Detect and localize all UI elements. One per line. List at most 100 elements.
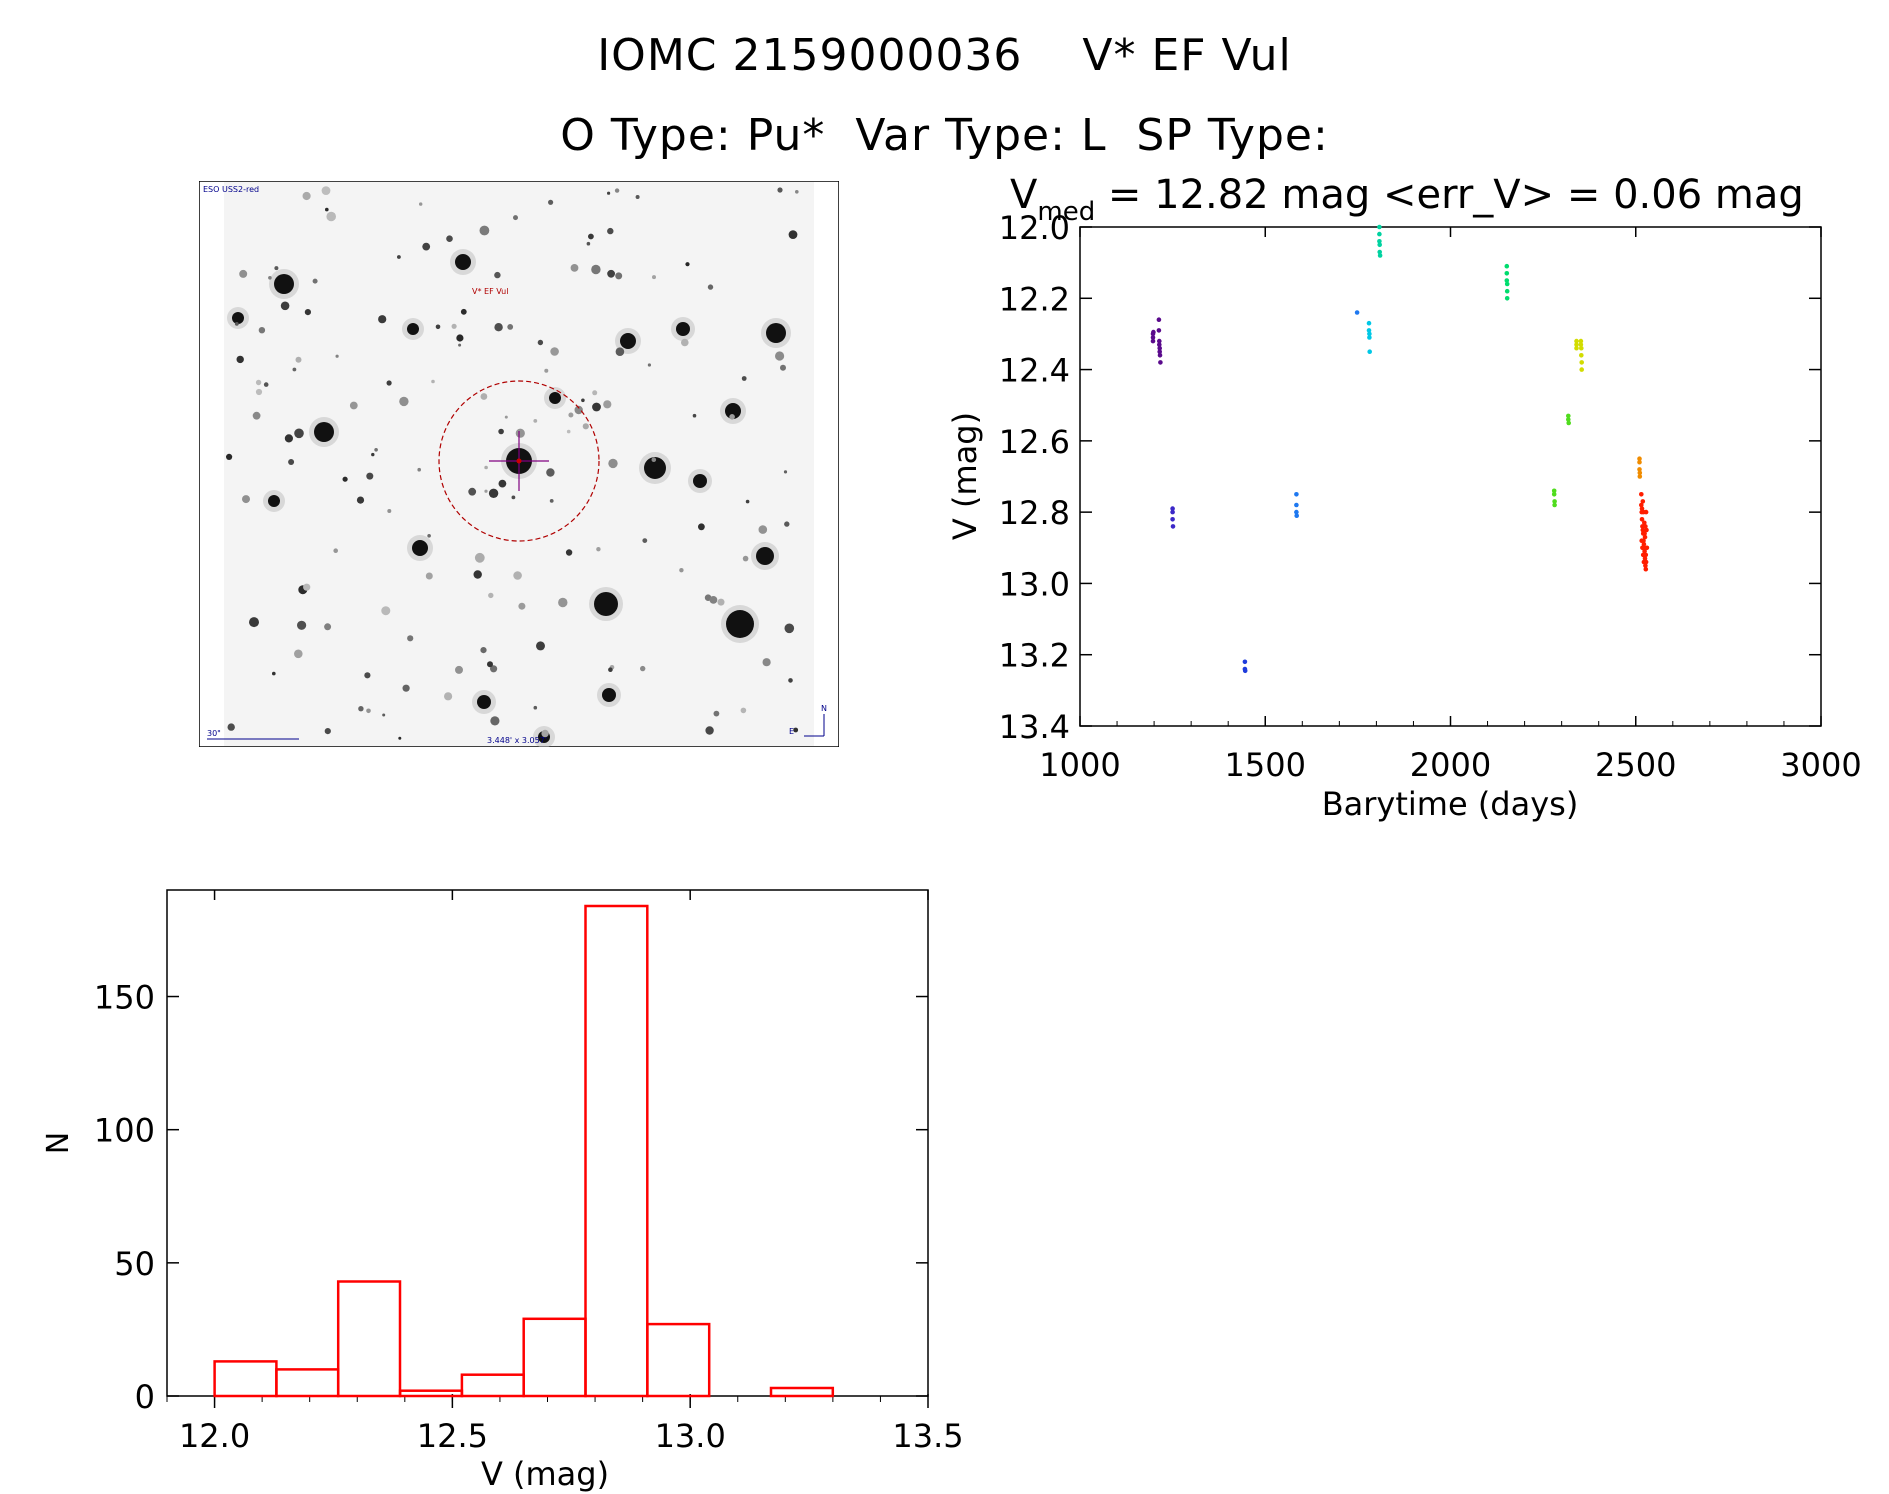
- star: [793, 727, 799, 733]
- star: [608, 458, 618, 469]
- data-point: [1639, 502, 1644, 508]
- light-curve-frame: [1079, 226, 1822, 727]
- data-point: [1504, 271, 1510, 276]
- star: [756, 547, 774, 565]
- data-point: [1170, 517, 1175, 522]
- data-point: [1156, 328, 1162, 333]
- title-subscript: med: [1037, 197, 1095, 227]
- star: [484, 465, 488, 470]
- y-tick-label: 13.0: [999, 565, 1070, 603]
- star: [679, 568, 684, 573]
- data-point: [1579, 360, 1584, 365]
- data-point: [1377, 224, 1382, 230]
- data-point: [1642, 531, 1647, 536]
- star: [788, 678, 793, 683]
- star: [381, 606, 391, 616]
- data-point: [1643, 563, 1648, 568]
- data-point: [1640, 499, 1646, 504]
- y-tick-label: 12.2: [999, 280, 1070, 318]
- star: [425, 572, 433, 580]
- x-tick-label: 13.5: [892, 1417, 963, 1455]
- data-point: [1150, 335, 1156, 340]
- x-tick-label: 13.0: [655, 1417, 726, 1455]
- star: [596, 547, 601, 552]
- data-point: [1641, 541, 1647, 547]
- star: [294, 649, 303, 659]
- x-tick-label: 12.0: [179, 1417, 250, 1455]
- star: [615, 272, 623, 280]
- data-point: [1566, 420, 1571, 426]
- histogram-bar: [584, 904, 649, 1398]
- star: [402, 684, 410, 692]
- star: [484, 489, 488, 493]
- star: [460, 308, 467, 315]
- data-point: [1551, 488, 1557, 494]
- data-point: [1170, 524, 1176, 529]
- star: [324, 623, 332, 631]
- title-rest: = 12.82 mag <err_V> = 0.06 mag: [1095, 172, 1804, 218]
- star: [558, 597, 568, 608]
- star: [419, 202, 423, 206]
- star: [758, 525, 768, 534]
- data-point: [1639, 492, 1644, 497]
- star: [681, 338, 689, 347]
- data-point: [1377, 253, 1383, 258]
- star: [487, 661, 493, 668]
- star: [371, 452, 375, 457]
- star: [455, 665, 463, 674]
- title-v: V: [1010, 172, 1038, 218]
- data-point: [1504, 263, 1510, 269]
- star: [586, 241, 591, 246]
- star: [717, 598, 725, 606]
- data-point: [1150, 331, 1156, 337]
- star: [490, 665, 498, 673]
- star: [581, 398, 585, 403]
- data-point: [1504, 281, 1510, 287]
- compass-icon: [804, 714, 825, 737]
- star: [707, 284, 714, 290]
- star: [297, 620, 307, 630]
- star: [239, 269, 248, 278]
- data-point: [1294, 513, 1299, 518]
- star: [474, 552, 485, 563]
- star: [651, 457, 657, 463]
- data-point: [1640, 527, 1646, 533]
- star: [507, 324, 514, 330]
- star: [788, 230, 798, 239]
- star: [777, 187, 783, 193]
- star: [608, 667, 613, 672]
- data-point: [1551, 492, 1557, 497]
- data-point: [1552, 502, 1557, 508]
- svg-text:Vmed = 12.82 mag <err_V> = 0.0: Vmed = 12.82 mag <err_V> = 0.06 mag: [1010, 172, 1804, 227]
- star: [427, 534, 431, 538]
- star: [456, 334, 464, 342]
- star: [458, 343, 462, 347]
- data-point: [1157, 345, 1162, 351]
- star: [537, 339, 544, 346]
- histogram-bar: [769, 1386, 835, 1398]
- east-label: E: [789, 727, 794, 736]
- star: [550, 347, 559, 356]
- star: [795, 190, 799, 194]
- star: [255, 388, 263, 396]
- star: [775, 351, 785, 361]
- data-point: [1574, 338, 1579, 344]
- star: [488, 592, 494, 599]
- star: [568, 412, 574, 418]
- star: [488, 488, 499, 498]
- star: [592, 402, 601, 412]
- star: [640, 665, 646, 672]
- star: [784, 623, 795, 634]
- star: [255, 379, 262, 386]
- x-tick-label: 1000: [1039, 746, 1120, 784]
- histogram-bar: [398, 1389, 464, 1398]
- data-point: [1643, 552, 1649, 558]
- star: [591, 264, 601, 275]
- aperture-circle: [438, 380, 600, 542]
- light-curve-xlabel: Barytime (days): [1322, 785, 1579, 823]
- star: [326, 211, 336, 222]
- star: [603, 400, 612, 409]
- star: [566, 429, 571, 434]
- data-point: [1643, 566, 1649, 572]
- star: [504, 415, 508, 419]
